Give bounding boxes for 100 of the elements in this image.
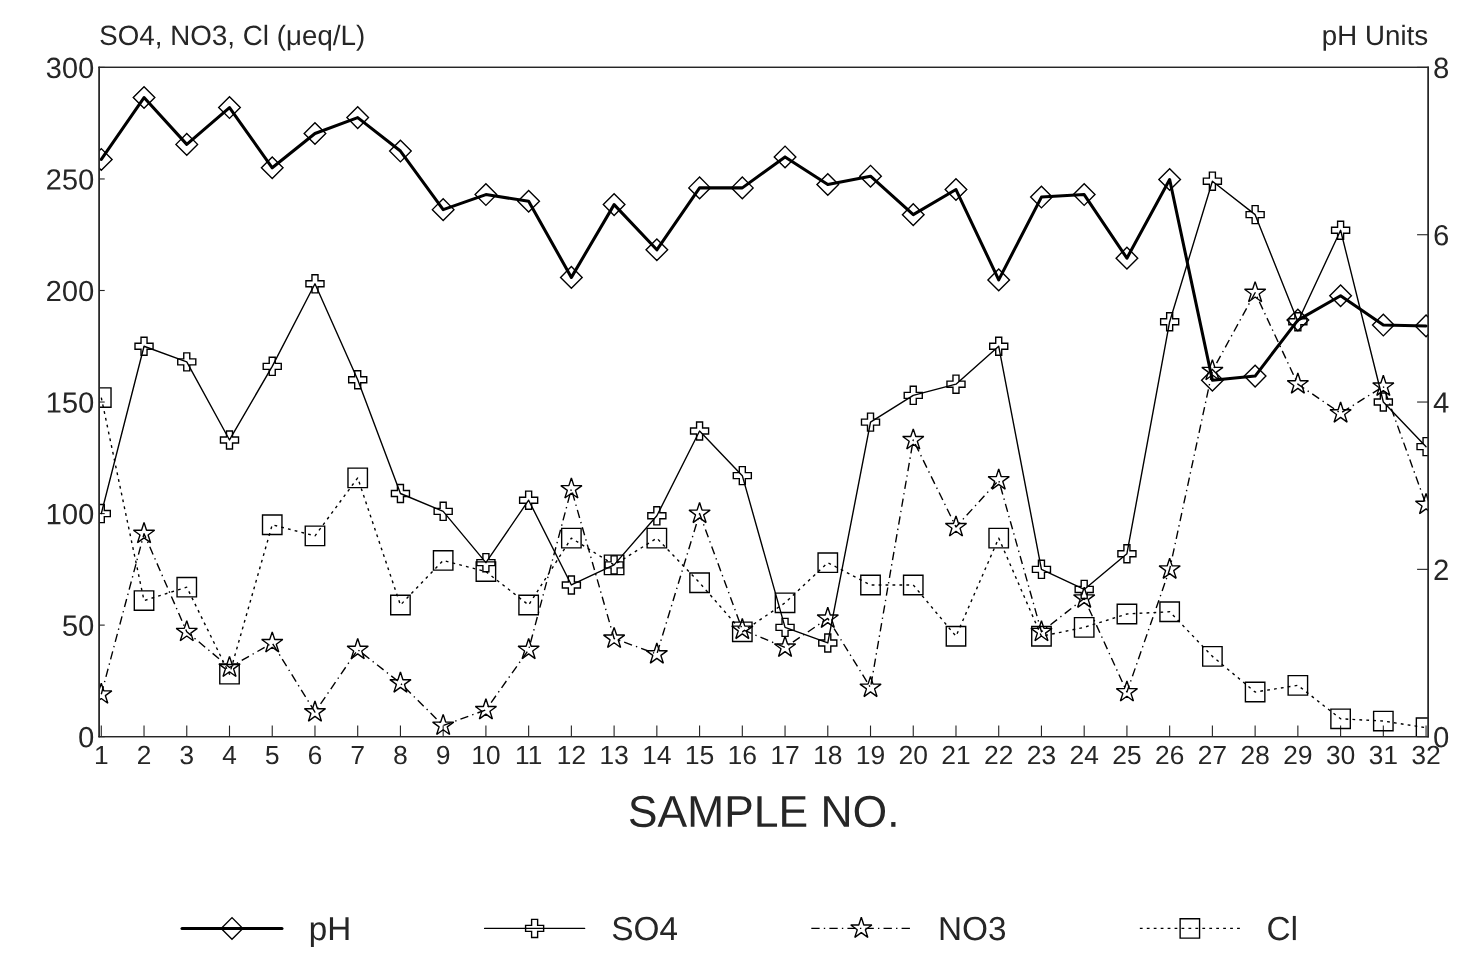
point (987, 468, 1010, 490)
point (1243, 280, 1267, 303)
point (859, 675, 882, 698)
point (1031, 625, 1052, 647)
x-tick-label: 1 (95, 745, 108, 765)
point (988, 336, 1009, 356)
point (177, 352, 197, 372)
point (1371, 313, 1395, 337)
legend-label: Cl (1268, 915, 1296, 941)
point (946, 374, 966, 394)
x-tick-label: 13 (601, 745, 628, 765)
point (1200, 368, 1224, 392)
point (476, 552, 496, 573)
point (175, 620, 199, 642)
x-tick-label: 29 (1284, 745, 1312, 765)
point (560, 527, 582, 549)
point (1201, 645, 1223, 667)
point (1115, 246, 1139, 270)
point (1201, 358, 1224, 381)
point (304, 525, 326, 547)
point (260, 631, 284, 653)
point (1116, 603, 1138, 625)
point (645, 642, 669, 664)
point (1243, 364, 1267, 388)
y2-tick-label: 8 (1434, 57, 1449, 79)
point (1329, 401, 1352, 423)
point (389, 671, 412, 693)
x-axis-title: SAMPLE NO. (629, 795, 896, 828)
point (647, 506, 667, 526)
point (944, 515, 968, 537)
x-tick-label: 21 (942, 745, 970, 765)
x-tick-label: 2 (138, 745, 151, 765)
point (132, 521, 156, 544)
point (775, 617, 795, 638)
y2-tick-label: 6 (1434, 224, 1448, 246)
point (433, 501, 453, 522)
point (132, 86, 156, 110)
point (688, 501, 711, 524)
y-tick-label: 100 (47, 503, 94, 525)
point (1073, 616, 1095, 638)
x-tick-label: 6 (308, 745, 322, 765)
point (1245, 204, 1265, 225)
point (903, 385, 923, 406)
point (176, 576, 198, 598)
point (475, 561, 497, 582)
x-tick-label: 4 (222, 745, 237, 765)
point (859, 164, 883, 188)
point (1159, 312, 1180, 332)
x-tick-label: 26 (1156, 745, 1184, 765)
y-tick-label: 150 (47, 392, 94, 413)
y2-axis-title: pH Units (1323, 24, 1428, 51)
point (816, 606, 840, 629)
x-tick-label: 12 (558, 745, 585, 765)
point (1072, 586, 1096, 609)
x-tick-label: 22 (985, 745, 1013, 765)
point (431, 198, 455, 222)
x-tick-label: 5 (265, 745, 279, 765)
point (1030, 620, 1053, 642)
point (689, 572, 710, 594)
point (773, 145, 797, 169)
point (262, 356, 282, 377)
point (347, 370, 368, 390)
point (817, 552, 839, 574)
point (1372, 374, 1395, 397)
point (773, 635, 797, 658)
x-tick-label: 27 (1199, 745, 1226, 765)
x-tick-label: 20 (899, 745, 927, 765)
point (688, 176, 712, 200)
y-tick-label: 0 (79, 726, 94, 748)
point (1072, 183, 1096, 207)
y-tick-label: 50 (63, 615, 94, 636)
y-tick-label: 250 (47, 169, 94, 190)
point (774, 592, 796, 614)
point (346, 637, 369, 660)
point (305, 274, 325, 294)
point (175, 132, 199, 156)
point (901, 428, 925, 450)
point (1117, 544, 1137, 564)
point (1329, 284, 1353, 308)
point (390, 483, 411, 504)
point (1373, 392, 1394, 412)
point (818, 633, 838, 653)
x-tick-label: 19 (857, 745, 884, 765)
point (1330, 220, 1351, 240)
point (988, 527, 1010, 549)
legend-label: SO4 (612, 916, 677, 941)
x-tick-label: 18 (815, 745, 842, 765)
point (517, 637, 540, 660)
x-tick-label: 31 (1369, 745, 1397, 765)
point (559, 265, 583, 289)
point (1031, 559, 1052, 580)
x-tick-label: 28 (1241, 745, 1269, 765)
point (1330, 708, 1352, 730)
point (689, 421, 710, 441)
x-tick-label: 10 (473, 745, 500, 765)
point (1286, 372, 1310, 394)
point (560, 477, 583, 499)
point (860, 574, 881, 596)
x-tick-label: 24 (1070, 745, 1099, 765)
x-tick-label: 8 (394, 745, 407, 765)
